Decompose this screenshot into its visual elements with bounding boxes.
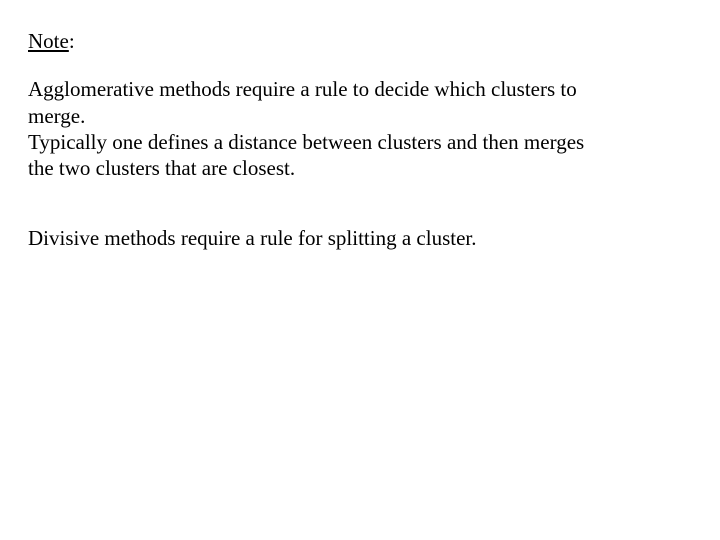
paragraph-divisive: Divisive methods require a rule for spli… <box>28 225 692 251</box>
slide-page: Note: Agglomerative methods require a ru… <box>0 0 720 252</box>
note-label: Note <box>28 29 69 53</box>
para1-line1: Agglomerative methods require a rule to … <box>28 76 692 102</box>
para2-line1: Divisive methods require a rule for spli… <box>28 225 692 251</box>
para1-line3: Typically one defines a distance between… <box>28 129 692 155</box>
paragraph-agglomerative: Agglomerative methods require a rule to … <box>28 76 692 181</box>
para1-line4: the two clusters that are closest. <box>28 155 692 181</box>
para1-line2: merge. <box>28 103 692 129</box>
note-heading: Note: <box>28 28 692 54</box>
note-colon: : <box>69 29 75 53</box>
